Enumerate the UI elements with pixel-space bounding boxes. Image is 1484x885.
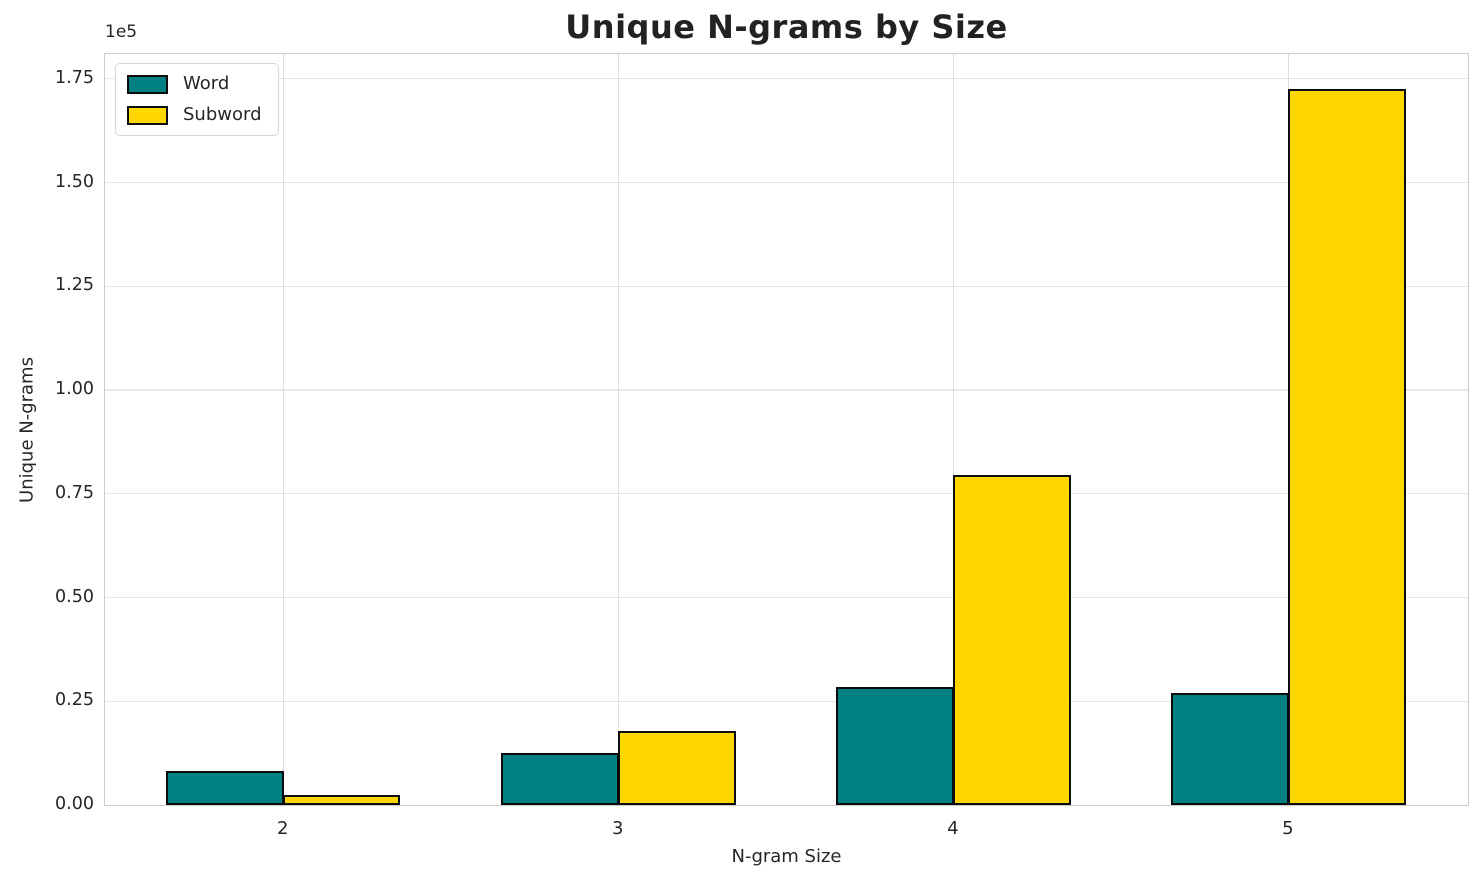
y-tick-label: 1.00 [55, 379, 94, 400]
legend-swatch-word [127, 74, 168, 94]
y-tick-label: 1.25 [55, 275, 94, 296]
y-tick-label: 1.50 [55, 171, 94, 192]
y-tick-label: 0.00 [55, 794, 94, 814]
gridline-horizontal [105, 182, 1468, 184]
gridline-horizontal [105, 700, 1468, 702]
gridline-horizontal [105, 596, 1468, 599]
gridline-horizontal [105, 493, 1468, 495]
gridline-horizontal [105, 285, 1468, 287]
gridline-vertical [618, 54, 620, 805]
y-tick-label: 0.75 [55, 482, 94, 503]
gridline-horizontal [105, 78, 1468, 80]
chart-title: Unique N-grams by Size [565, 8, 1008, 46]
legend-label-subword: Subword [183, 104, 262, 125]
y-tick-label: 0.50 [55, 586, 94, 607]
legend-swatch-subword [127, 105, 168, 125]
bar-subword-3 [617, 730, 736, 805]
plot-area: Word Subword [104, 53, 1469, 806]
x-axis-label: N-gram Size [731, 846, 842, 867]
gridline-vertical [283, 54, 285, 805]
legend: Word Subword [115, 63, 279, 136]
legend-entry-subword: Subword [127, 104, 262, 126]
bar-word-2 [165, 770, 284, 805]
gridline-vertical [953, 54, 955, 805]
y-axis-offset-label: 1e5 [105, 22, 138, 42]
bar-subword-2 [282, 795, 401, 805]
legend-label-word: Word [183, 73, 230, 94]
bar-word-5 [1171, 692, 1289, 805]
x-tick-label: 2 [276, 818, 289, 839]
y-tick-label: 1.75 [55, 67, 94, 88]
bar-word-3 [500, 752, 619, 805]
x-tick-label: 5 [1282, 818, 1294, 839]
bar-word-4 [836, 687, 954, 805]
bar-subword-4 [952, 475, 1071, 805]
bar-subword-5 [1287, 89, 1406, 805]
x-tick-label: 3 [612, 818, 624, 839]
y-tick-label: 0.25 [55, 690, 94, 711]
legend-entry-word: Word [127, 73, 262, 95]
gridline-horizontal [105, 389, 1468, 391]
x-tick-label: 4 [947, 818, 959, 839]
